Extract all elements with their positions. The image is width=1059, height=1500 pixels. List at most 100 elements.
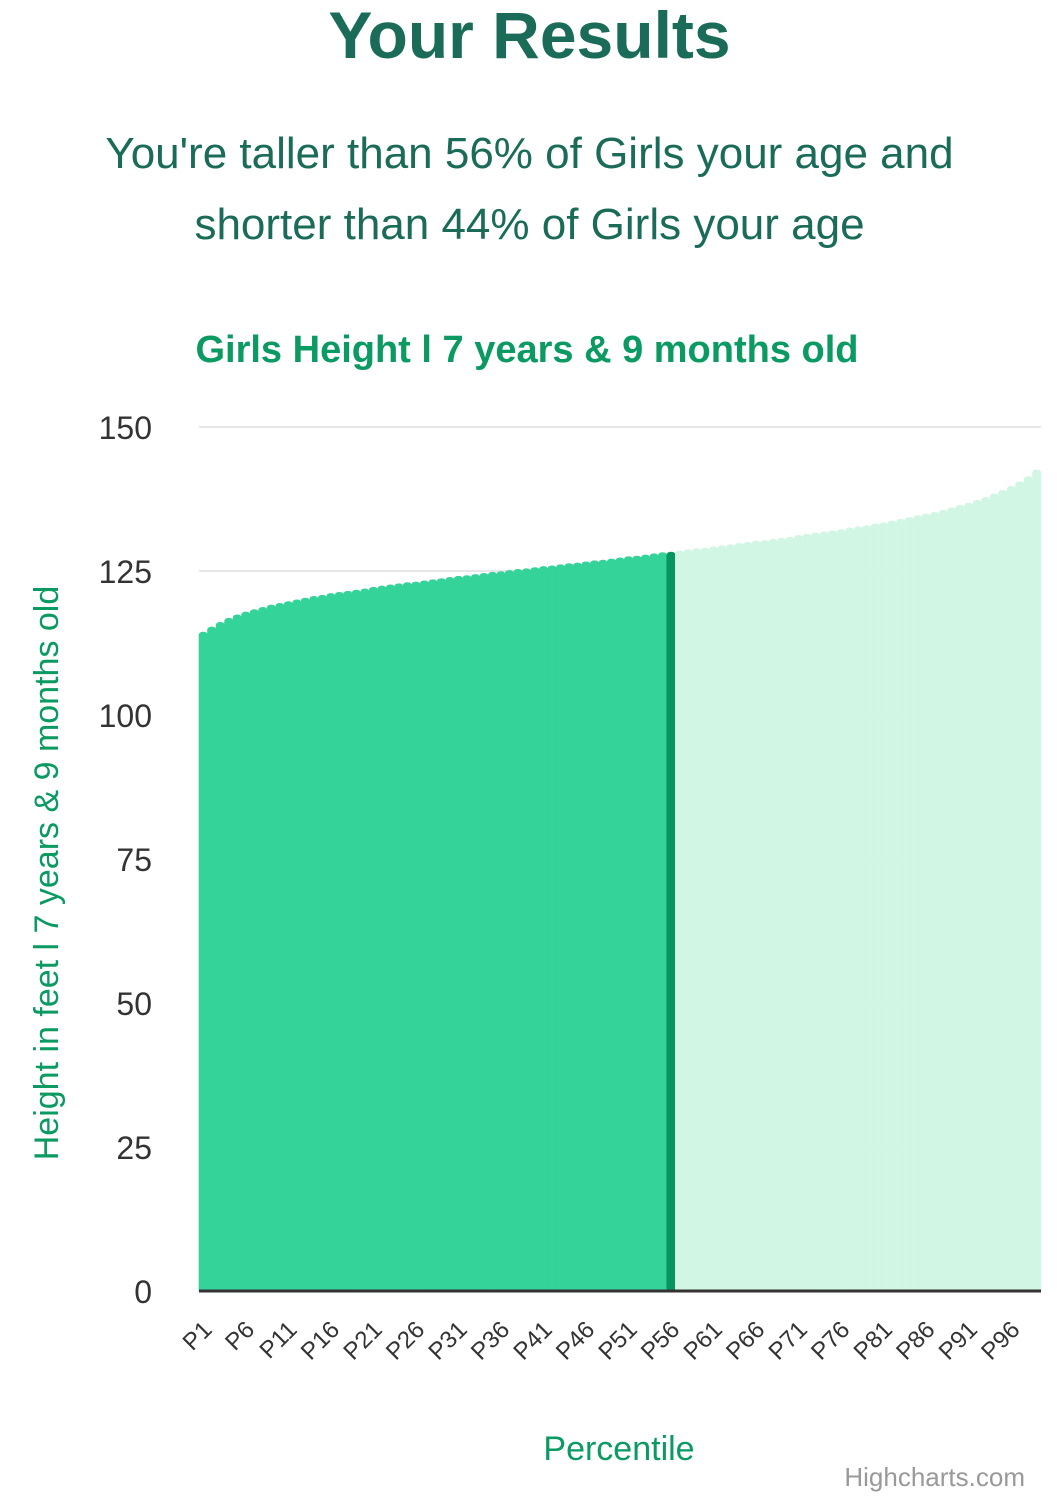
- bar-p98[interactable]: [1023, 476, 1033, 1292]
- bar-p95[interactable]: [998, 490, 1008, 1292]
- bar-p67[interactable]: [760, 540, 770, 1292]
- bar-p52[interactable]: [632, 555, 642, 1292]
- bar-p62[interactable]: [717, 545, 727, 1292]
- bar-p50[interactable]: [615, 557, 625, 1292]
- bar-p97[interactable]: [1015, 481, 1025, 1292]
- bar-p76[interactable]: [836, 529, 846, 1292]
- bar-p66[interactable]: [751, 540, 761, 1292]
- bar-your-percentile[interactable]: [666, 551, 676, 1292]
- bar-p7[interactable]: [249, 609, 259, 1292]
- bar-p44[interactable]: [564, 563, 574, 1292]
- bar-p41[interactable]: [538, 566, 549, 1292]
- bar-p8[interactable]: [258, 606, 268, 1292]
- bar-p27[interactable]: [419, 580, 429, 1292]
- bar-p26[interactable]: [411, 581, 421, 1292]
- bar-p20[interactable]: [360, 588, 370, 1292]
- bar-p63[interactable]: [726, 544, 736, 1292]
- bar-p28[interactable]: [428, 579, 438, 1292]
- bar-p77[interactable]: [845, 527, 855, 1292]
- bar-p73[interactable]: [811, 532, 821, 1292]
- bar-p34[interactable]: [479, 572, 489, 1292]
- bar-p59[interactable]: [691, 548, 702, 1292]
- bar-p39[interactable]: [521, 568, 531, 1292]
- bar-p94[interactable]: [989, 493, 999, 1292]
- bar-p16[interactable]: [326, 593, 336, 1292]
- bar-p72[interactable]: [802, 533, 812, 1292]
- bar-p61[interactable]: [709, 546, 719, 1292]
- bar-p96[interactable]: [1006, 486, 1016, 1292]
- bar-p46[interactable]: [581, 561, 591, 1292]
- bar-p85[interactable]: [913, 515, 923, 1292]
- bar-p60[interactable]: [700, 547, 710, 1292]
- bar-p12[interactable]: [292, 599, 302, 1292]
- bar-p86[interactable]: [921, 513, 931, 1292]
- bar-p5[interactable]: [232, 614, 242, 1292]
- bar-p79[interactable]: [862, 525, 872, 1292]
- bar-p65[interactable]: [743, 541, 753, 1292]
- bar-p10[interactable]: [275, 602, 285, 1292]
- bar-p11[interactable]: [283, 601, 293, 1292]
- bar-p43[interactable]: [555, 564, 566, 1292]
- bar-p4[interactable]: [224, 617, 234, 1292]
- bar-p80[interactable]: [870, 523, 880, 1292]
- bar-p78[interactable]: [853, 526, 863, 1292]
- bar-p54[interactable]: [649, 553, 659, 1292]
- bar-p6[interactable]: [241, 611, 251, 1292]
- bar-p23[interactable]: [385, 584, 395, 1292]
- bar-p84[interactable]: [904, 517, 914, 1292]
- bar-p93[interactable]: [981, 496, 991, 1292]
- bar-p29[interactable]: [436, 578, 446, 1292]
- bar-p70[interactable]: [785, 536, 795, 1292]
- bar-p53[interactable]: [640, 554, 651, 1292]
- bar-p18[interactable]: [343, 590, 353, 1292]
- bar-p90[interactable]: [955, 505, 965, 1292]
- highcharts-credits-link[interactable]: Highcharts.com: [844, 1462, 1025, 1492]
- bar-p9[interactable]: [266, 604, 276, 1292]
- bar-p35[interactable]: [487, 571, 497, 1292]
- bar-p92[interactable]: [972, 499, 982, 1292]
- bar-p89[interactable]: [947, 507, 957, 1292]
- bar-p81[interactable]: [879, 522, 889, 1292]
- bar-p30[interactable]: [445, 577, 455, 1292]
- bar-p48[interactable]: [598, 559, 608, 1292]
- bar-p47[interactable]: [589, 560, 600, 1292]
- bar-p31[interactable]: [453, 575, 463, 1292]
- bar-p22[interactable]: [377, 585, 387, 1292]
- bar-p21[interactable]: [368, 586, 378, 1292]
- bar-p49[interactable]: [606, 558, 617, 1292]
- bar-p2[interactable]: [207, 626, 217, 1292]
- bar-p75[interactable]: [828, 530, 838, 1292]
- bar-p55[interactable]: [657, 552, 668, 1292]
- bar-p74[interactable]: [819, 531, 829, 1292]
- bar-p82[interactable]: [887, 520, 897, 1292]
- bar-p57[interactable]: [674, 550, 685, 1292]
- bar-p17[interactable]: [334, 592, 344, 1292]
- bar-p19[interactable]: [351, 589, 361, 1292]
- bar-p42[interactable]: [547, 565, 557, 1292]
- bar-p64[interactable]: [734, 543, 744, 1292]
- bar-p1[interactable]: [198, 631, 208, 1292]
- bar-p25[interactable]: [402, 582, 412, 1292]
- bar-p71[interactable]: [794, 534, 804, 1292]
- bar-p24[interactable]: [394, 583, 404, 1292]
- bar-p58[interactable]: [683, 549, 693, 1292]
- bar-p32[interactable]: [462, 575, 472, 1292]
- bar-p51[interactable]: [623, 556, 634, 1292]
- bar-p33[interactable]: [470, 574, 480, 1292]
- bar-p87[interactable]: [930, 511, 940, 1292]
- bar-p91[interactable]: [964, 502, 974, 1292]
- bar-p15[interactable]: [317, 594, 327, 1292]
- bar-p83[interactable]: [896, 518, 906, 1292]
- bar-p13[interactable]: [300, 597, 310, 1292]
- bar-p88[interactable]: [938, 509, 948, 1292]
- bar-p45[interactable]: [572, 562, 583, 1292]
- bar-p69[interactable]: [777, 537, 787, 1292]
- bar-p3[interactable]: [215, 621, 225, 1292]
- bar-p14[interactable]: [309, 596, 319, 1292]
- bar-p99[interactable]: [1032, 469, 1042, 1292]
- bar-p40[interactable]: [530, 567, 540, 1292]
- bar-p36[interactable]: [496, 571, 506, 1292]
- bar-p68[interactable]: [768, 539, 778, 1292]
- bar-p38[interactable]: [513, 568, 523, 1292]
- bar-p37[interactable]: [504, 570, 514, 1292]
